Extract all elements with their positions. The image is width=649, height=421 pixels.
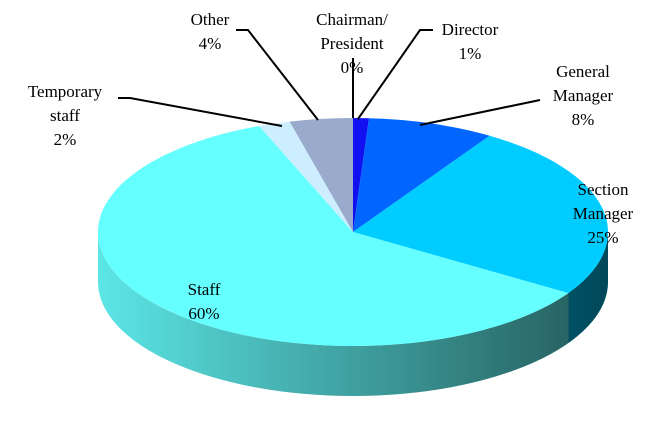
slice-label: Section Manager 25%	[573, 178, 633, 250]
category-label: Chairman/ President	[316, 10, 388, 53]
value-label: 8%	[571, 110, 595, 129]
category-label: General Manager	[552, 62, 614, 105]
slice-label: General Manager 8%	[553, 60, 613, 132]
side-shade	[98, 232, 608, 396]
slice-label: Other 4%	[191, 8, 230, 56]
category-label: Section Manager	[572, 180, 634, 223]
value-label: 4%	[198, 34, 222, 53]
leader-line	[419, 99, 541, 126]
pie-slice	[353, 135, 609, 294]
value-label: 60%	[188, 304, 220, 323]
slice-label: Chairman/ President 0%	[316, 8, 388, 80]
slice-label: Director 1%	[442, 18, 499, 66]
pie-slice	[353, 118, 490, 232]
category-label: Other	[190, 10, 230, 29]
value-label: 1%	[458, 44, 482, 63]
value-label: 25%	[587, 228, 619, 247]
pie-slice	[289, 118, 353, 232]
leader-line	[118, 97, 283, 127]
pie-slice	[353, 118, 370, 232]
slice-label: Staff 60%	[188, 278, 221, 326]
category-label: Director	[441, 20, 499, 39]
category-label: Temporary staff	[27, 82, 103, 125]
leader-line	[236, 29, 319, 121]
leader-line	[357, 29, 433, 120]
leader-lines	[118, 29, 541, 127]
value-label: 2%	[53, 130, 77, 149]
slice-label: Temporary staff 2%	[28, 80, 102, 152]
pie-slice	[98, 126, 569, 346]
category-label: Staff	[187, 280, 221, 299]
pie-slice	[259, 121, 353, 232]
value-label: 0%	[340, 58, 364, 77]
